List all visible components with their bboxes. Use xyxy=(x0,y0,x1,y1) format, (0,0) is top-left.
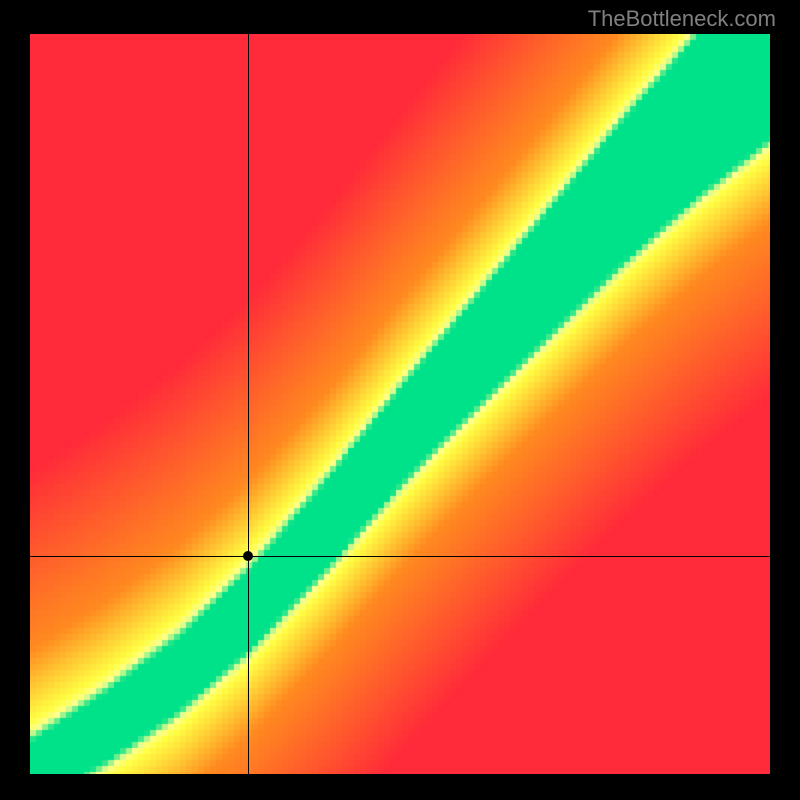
crosshair-horizontal xyxy=(30,556,770,557)
marker-dot xyxy=(243,551,253,561)
crosshair-vertical xyxy=(248,34,249,774)
watermark-text: TheBottleneck.com xyxy=(588,6,776,32)
plot-area xyxy=(30,34,770,774)
heatmap-canvas xyxy=(30,34,770,774)
chart-container: TheBottleneck.com xyxy=(0,0,800,800)
